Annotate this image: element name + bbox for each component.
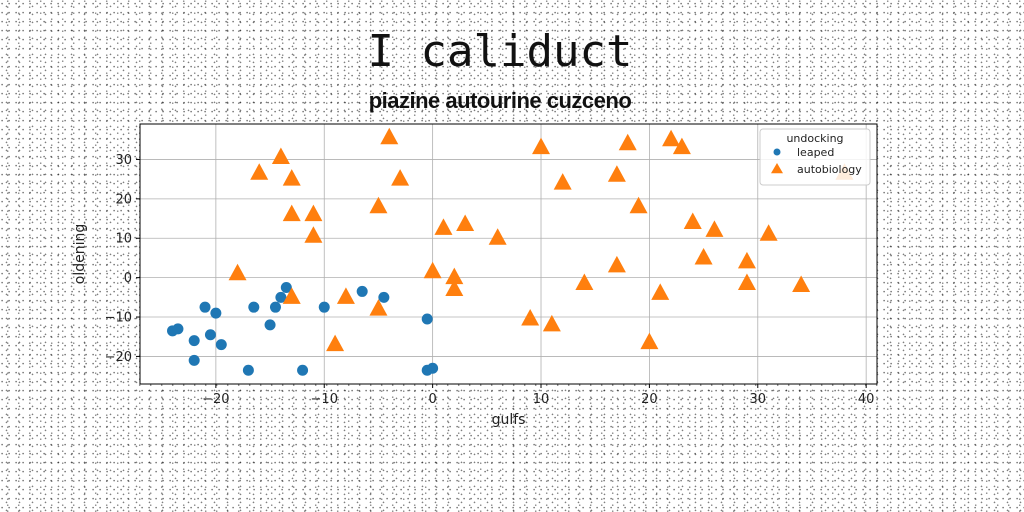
point-autobiology (694, 247, 713, 265)
y-tick-label: 20 (115, 192, 132, 207)
point-leaped (199, 301, 211, 313)
x-tick-label: −10 (311, 392, 338, 407)
x-tick-label: 40 (858, 392, 875, 407)
point-leaped (356, 285, 368, 297)
y-tick-label: 30 (115, 153, 132, 168)
point-autobiology (737, 251, 756, 269)
point-leaped (269, 301, 281, 313)
point-leaped (172, 323, 184, 335)
y-tick-label: 0 (124, 271, 132, 286)
point-autobiology (662, 129, 681, 147)
x-tick-label: 30 (750, 392, 767, 407)
point-autobiology (445, 267, 464, 285)
x-tick-label: −20 (202, 392, 229, 407)
legend-box (759, 128, 871, 186)
y-axis-label: oldening (72, 224, 88, 284)
point-leaped (188, 354, 200, 366)
point-leaped (280, 281, 292, 293)
x-tick-label: 10 (533, 392, 550, 407)
point-autobiology (792, 275, 811, 293)
point-leaped (188, 335, 200, 347)
legend-marker-autobiology (771, 163, 783, 174)
x-tick-label: 20 (641, 392, 658, 407)
x-tick-label: 0 (428, 392, 436, 407)
point-autobiology (629, 196, 648, 214)
point-leaped (264, 319, 276, 331)
legend-marker-leaped (773, 148, 781, 156)
point-leaped (318, 301, 330, 313)
chart-subtitle: piazine autourine cuzceno (368, 88, 632, 113)
point-leaped (242, 364, 254, 376)
point-autobiology (282, 169, 301, 186)
point-leaped (204, 329, 216, 341)
point-autobiology (391, 169, 410, 186)
x-axis-label: gulfs (492, 412, 526, 428)
y-tick-label: −10 (105, 311, 132, 326)
point-leaped (248, 301, 260, 313)
y-tick-label: 10 (115, 232, 132, 247)
point-autobiology (672, 137, 691, 155)
point-autobiology (228, 263, 247, 281)
point-leaped (210, 307, 222, 319)
point-autobiology (683, 212, 702, 229)
point-leaped (421, 313, 433, 325)
point-autobiology (380, 127, 399, 145)
y-tick-label: −20 (105, 350, 132, 365)
legend-label-leaped: leaped (797, 146, 834, 159)
point-autobiology (304, 226, 323, 243)
point-autobiology (542, 314, 561, 332)
point-leaped (215, 339, 227, 351)
point-autobiology (618, 133, 637, 151)
point-autobiology (423, 261, 442, 279)
legend-title: undocking (786, 132, 843, 145)
point-autobiology (575, 273, 594, 291)
point-autobiology (369, 299, 388, 316)
point-autobiology (705, 220, 724, 237)
point-autobiology (521, 309, 540, 326)
point-autobiology (640, 332, 659, 350)
point-autobiology (607, 165, 626, 182)
point-autobiology (304, 204, 323, 222)
data-points (167, 127, 854, 376)
point-autobiology (532, 137, 551, 155)
point-autobiology (369, 196, 388, 214)
chart-title: I caliduct (367, 26, 633, 77)
point-autobiology (456, 214, 475, 231)
point-leaped (427, 362, 439, 374)
point-autobiology (271, 147, 290, 164)
point-leaped (297, 364, 309, 376)
point-autobiology (250, 163, 269, 180)
legend-label-autobiology: autobiology (797, 163, 862, 176)
point-autobiology (336, 287, 355, 304)
point-autobiology (488, 228, 507, 245)
point-leaped (378, 291, 390, 303)
point-autobiology (445, 279, 464, 296)
point-autobiology (282, 204, 301, 222)
point-autobiology (607, 255, 626, 273)
point-autobiology (326, 334, 345, 352)
point-autobiology (737, 273, 756, 291)
axis-ticks: −20 −10 0 10 20 30 40 −20 −10 0 10 20 30 (105, 153, 875, 407)
point-autobiology (434, 218, 453, 235)
point-autobiology (553, 173, 572, 190)
point-leaped (275, 291, 287, 303)
plot-frame (139, 123, 878, 385)
point-autobiology (651, 283, 670, 300)
point-autobiology (282, 287, 301, 304)
plot-area (140, 124, 877, 384)
point-autobiology (759, 224, 778, 241)
